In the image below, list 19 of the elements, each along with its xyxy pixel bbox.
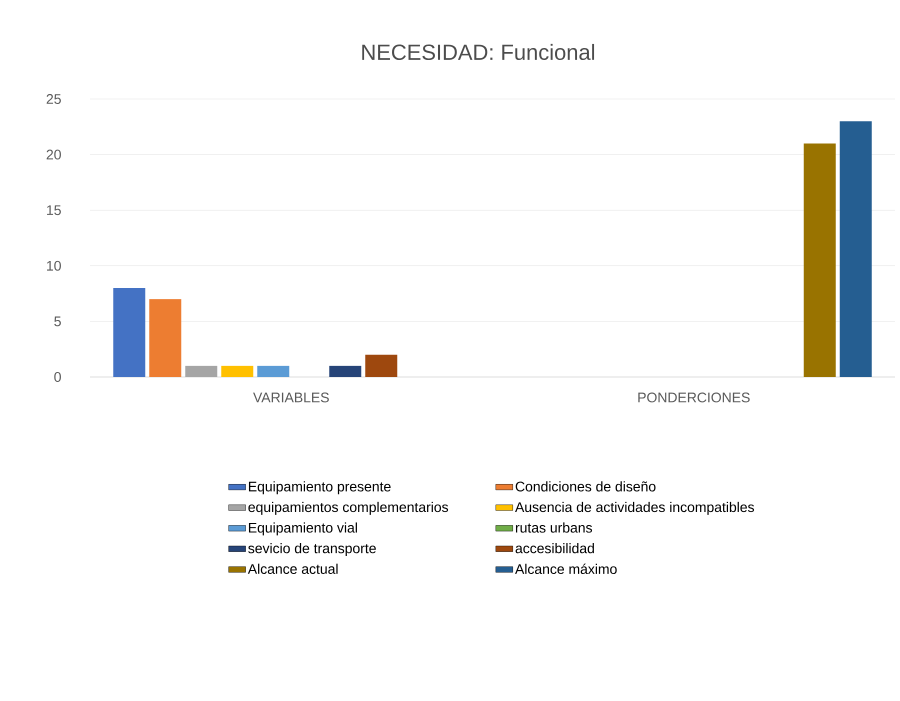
y-tick-label: 15 xyxy=(47,205,61,216)
legend-label: Condiciones de diseño xyxy=(516,481,656,492)
x-tick-label: PONDERCIONES xyxy=(638,392,750,402)
legend-label: sevicio de transporte xyxy=(248,543,376,556)
y-tick-label: 20 xyxy=(46,150,61,160)
legend-label: Equipamiento vial xyxy=(248,522,357,536)
y-tick-label: 25 xyxy=(46,94,61,104)
y-tick-label: 5 xyxy=(54,316,61,326)
legend-label: Equipamiento presente xyxy=(248,481,391,494)
legend-label: accesibilidad xyxy=(516,543,594,554)
chart-title: NECESIDAD: Funcional xyxy=(362,44,594,60)
legend-label: rutas urbans xyxy=(516,522,592,533)
legend-label: Ausencia de actividades incompatibles xyxy=(515,502,754,515)
x-tick-label: VARIABLES xyxy=(253,392,329,402)
legend-label: Alcance máximo xyxy=(515,564,617,574)
legend-label: equipamientos complementarios xyxy=(248,502,448,515)
y-tick-label: 10 xyxy=(47,260,61,271)
legend-label: Alcance actual xyxy=(248,564,338,574)
y-tick-label: 0 xyxy=(54,372,61,382)
